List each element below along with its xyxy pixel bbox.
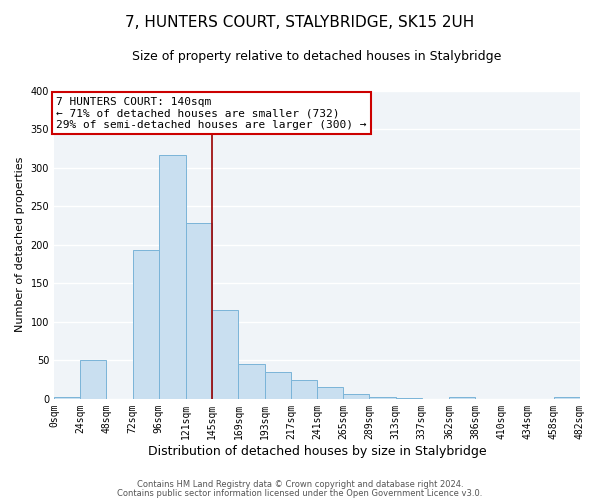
X-axis label: Distribution of detached houses by size in Stalybridge: Distribution of detached houses by size … — [148, 444, 487, 458]
Bar — [370, 398, 395, 399]
Bar — [317, 388, 343, 399]
Text: Contains HM Land Registry data © Crown copyright and database right 2024.: Contains HM Land Registry data © Crown c… — [137, 480, 463, 489]
Bar — [291, 380, 317, 399]
Bar — [186, 223, 212, 399]
Bar — [238, 364, 265, 399]
Bar — [212, 310, 238, 399]
Bar — [554, 398, 580, 399]
Bar — [449, 398, 475, 399]
Bar — [343, 394, 370, 399]
Bar — [395, 398, 422, 399]
Title: Size of property relative to detached houses in Stalybridge: Size of property relative to detached ho… — [133, 50, 502, 63]
Text: Contains public sector information licensed under the Open Government Licence v3: Contains public sector information licen… — [118, 489, 482, 498]
Bar — [54, 398, 80, 399]
Bar — [159, 154, 186, 399]
Y-axis label: Number of detached properties: Number of detached properties — [15, 157, 25, 332]
Bar — [80, 360, 106, 399]
Bar — [265, 372, 291, 399]
Bar — [133, 250, 159, 399]
Text: 7 HUNTERS COURT: 140sqm
← 71% of detached houses are smaller (732)
29% of semi-d: 7 HUNTERS COURT: 140sqm ← 71% of detache… — [56, 96, 367, 130]
Text: 7, HUNTERS COURT, STALYBRIDGE, SK15 2UH: 7, HUNTERS COURT, STALYBRIDGE, SK15 2UH — [125, 15, 475, 30]
